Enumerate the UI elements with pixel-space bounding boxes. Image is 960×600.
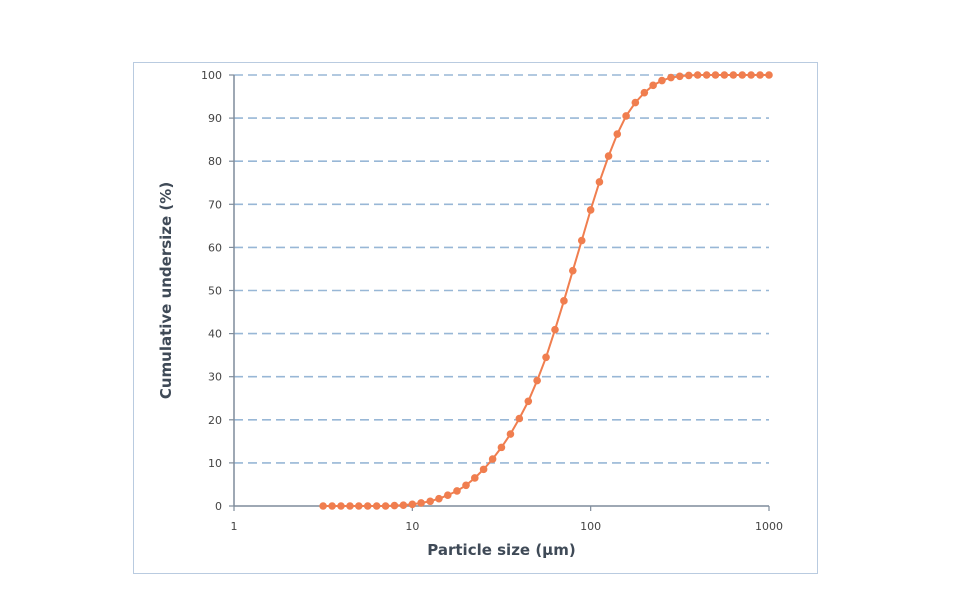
data-point: [515, 414, 524, 423]
y-tick-label: 10: [208, 457, 222, 470]
data-point: [337, 502, 345, 510]
data-point: [399, 501, 408, 509]
data-point: [390, 501, 399, 510]
data-point: [702, 71, 711, 79]
data-point: [738, 71, 747, 79]
data-point: [640, 88, 649, 97]
data-point: [604, 152, 613, 160]
y-tick-label: 100: [201, 69, 222, 82]
data-point: [577, 236, 586, 245]
data-point: [631, 98, 640, 107]
y-tick-label: 80: [208, 155, 222, 168]
data-point: [435, 494, 443, 503]
data-point: [649, 81, 657, 90]
y-tick-label: 20: [208, 414, 222, 427]
data-point: [346, 502, 354, 510]
data-point: [524, 397, 533, 406]
data-point: [613, 130, 622, 138]
data-point: [595, 178, 604, 186]
data-point: [479, 465, 488, 474]
data-point: [711, 71, 720, 79]
data-point: [569, 266, 577, 275]
x-tick-label: 1000: [755, 520, 783, 533]
data-point: [622, 112, 630, 120]
data-point: [551, 325, 559, 334]
data-point: [363, 502, 372, 510]
x-tick-label: 100: [580, 520, 601, 533]
grid-lines: [234, 74, 769, 464]
data-point: [470, 474, 479, 482]
data-point: [720, 71, 729, 79]
y-tick-label: 50: [208, 285, 222, 298]
data-point: [542, 353, 550, 362]
data-point: [319, 502, 327, 510]
data-point: [693, 71, 702, 79]
data-point: [765, 71, 773, 79]
y-tick-label: 0: [215, 500, 222, 513]
data-point: [453, 487, 461, 495]
data-point: [381, 502, 390, 510]
data-point: [667, 73, 675, 82]
x-axis-title: Particle size (µm): [427, 541, 575, 559]
y-tick-label: 70: [208, 198, 222, 211]
data-point: [443, 491, 452, 500]
particle-size-chart: 1 10 100 1000 0 10 20 30 40 50 60 70 80 90 100 Partic…: [157, 69, 783, 559]
y-axis-title: Cumulative undersize (%): [157, 182, 175, 399]
x-tick-label: 10: [405, 520, 419, 533]
y-tick-label: 60: [208, 241, 222, 254]
data-point: [756, 71, 764, 79]
data-point: [658, 76, 666, 85]
data-point: [747, 71, 755, 79]
data-point: [497, 443, 506, 452]
data-point: [533, 376, 541, 385]
x-tick-label: 1: [231, 520, 238, 533]
data-point: [462, 481, 470, 490]
y-tick-label: 40: [208, 328, 222, 341]
data-point: [372, 502, 381, 510]
data-point: [426, 497, 435, 506]
data-point: [560, 297, 568, 305]
data-point: [684, 71, 693, 80]
series-group: [319, 71, 773, 510]
data-point: [675, 72, 684, 81]
data-point: [408, 500, 417, 509]
data-point: [729, 71, 738, 79]
chart-frame: 1 10 100 1000 0 10 20 30 40 50 60 70 80 90 100 Partic…: [133, 62, 818, 574]
data-point: [417, 499, 425, 507]
data-point: [328, 502, 336, 510]
data-point: [488, 455, 497, 463]
data-point: [355, 502, 363, 510]
y-tick-label: 30: [208, 371, 222, 384]
data-point: [586, 206, 595, 214]
y-tick-label: 90: [208, 112, 222, 125]
y-tick-labels: 0 10 20 30 40 50 60 70 80 90 100: [201, 69, 234, 513]
x-tick-labels: 1 10 100 1000: [231, 506, 783, 533]
data-point: [506, 430, 515, 438]
